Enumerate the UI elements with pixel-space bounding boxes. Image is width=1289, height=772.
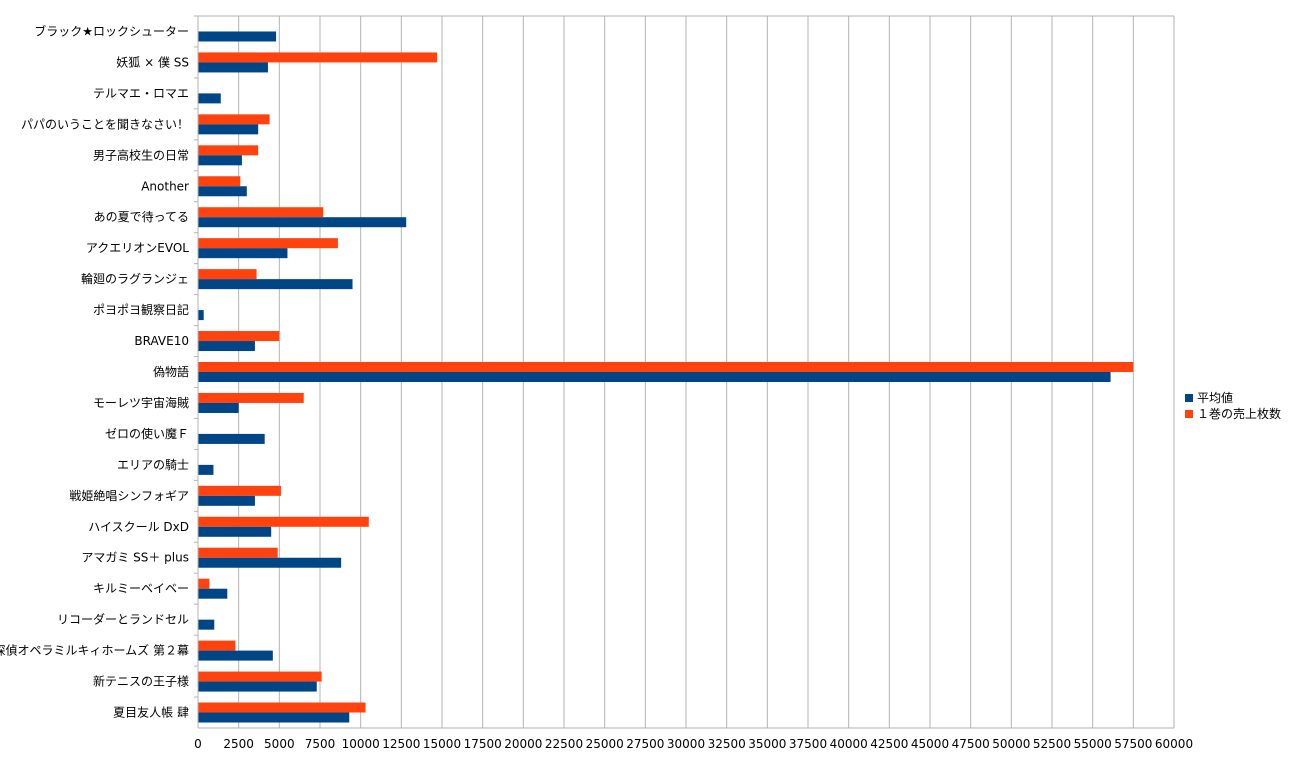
bar-average xyxy=(198,310,204,321)
bar-average xyxy=(198,650,273,661)
x-tick-label: 40000 xyxy=(830,737,868,751)
bar-sales-first-volume xyxy=(198,269,257,280)
x-tick-label: 0 xyxy=(194,737,202,751)
bar-sales-first-volume xyxy=(198,176,241,187)
category-label: 戦姫絶唱シンフォギア xyxy=(69,488,189,503)
bar-average xyxy=(198,464,214,475)
category-label: テルマエ・ロマエ xyxy=(93,86,189,100)
bar-average xyxy=(198,93,221,104)
bar-average xyxy=(198,124,259,135)
x-tick-label: 15000 xyxy=(423,737,461,751)
bars xyxy=(198,31,1134,723)
x-tick-label: 47500 xyxy=(952,737,990,751)
category-label: あの夏で待ってる xyxy=(94,210,189,224)
bar-sales-first-volume xyxy=(198,578,210,589)
x-tick-label: 45000 xyxy=(911,737,949,751)
bar-average xyxy=(198,31,277,42)
x-tick-label: 60000 xyxy=(1155,737,1193,751)
x-tick-label: 2500 xyxy=(223,737,254,751)
x-tick-label: 27500 xyxy=(626,737,664,751)
x-tick-label: 7500 xyxy=(305,737,336,751)
legend-swatch xyxy=(1185,394,1193,402)
bar-sales-first-volume xyxy=(198,331,280,342)
bar-average xyxy=(198,279,353,290)
category-label: パパのいうことを聞きなさい！ xyxy=(21,117,189,131)
bar-average xyxy=(198,681,317,692)
x-tick-label: 30000 xyxy=(667,737,705,751)
category-label: Another xyxy=(141,179,189,193)
category-label: 偽物語 xyxy=(153,364,189,379)
category-label: ゼロの使い魔Ｆ xyxy=(105,426,189,441)
axes xyxy=(194,15,1174,729)
category-label: リコーダーとランドセル xyxy=(57,612,189,627)
bar-average xyxy=(198,557,342,568)
legend-swatch xyxy=(1185,410,1193,418)
bar-sales-first-volume xyxy=(198,671,322,682)
x-tick-label: 35000 xyxy=(748,737,786,751)
category-label: 輪廻のラグランジェ xyxy=(81,271,189,286)
bar-average xyxy=(198,372,1111,382)
x-tick-label: 50000 xyxy=(992,737,1030,751)
x-tick-label: 10000 xyxy=(342,737,380,751)
category-label: ハイスクール DxD xyxy=(88,520,189,534)
category-label: 探偵オペラミルキィホームズ 第２幕 xyxy=(0,643,189,658)
category-label: 妖狐 × 僕 SS xyxy=(116,55,189,69)
bar-average xyxy=(198,402,239,413)
category-label: BRAVE10 xyxy=(134,334,189,348)
x-tick-label: 52500 xyxy=(1033,737,1071,751)
category-label: ポヨポヨ観察日記 xyxy=(93,302,189,317)
bar-average xyxy=(198,217,407,228)
bar-average xyxy=(198,248,288,259)
bar-sales-first-volume xyxy=(198,547,278,558)
bar-average xyxy=(198,712,350,723)
bar-sales-first-volume xyxy=(198,702,366,713)
bar-average xyxy=(198,155,242,166)
bar-average xyxy=(198,526,272,537)
legend-label: １巻の売上枚数 xyxy=(1197,406,1281,421)
x-tick-label: 22500 xyxy=(545,737,583,751)
x-tick-label: 12500 xyxy=(382,737,420,751)
bar-average xyxy=(198,433,265,444)
category-label: ブラック★ロックシューター xyxy=(34,23,189,38)
x-tick-label: 57500 xyxy=(1114,737,1152,751)
bar-average xyxy=(198,62,268,73)
x-tick-label: 25000 xyxy=(586,737,624,751)
bar-average xyxy=(198,495,255,506)
x-tick-label: 37500 xyxy=(789,737,827,751)
category-label: 新テニスの王子様 xyxy=(93,674,189,689)
bar-sales-first-volume xyxy=(198,145,259,156)
legend-label: 平均値 xyxy=(1197,390,1233,405)
category-label: 男子高校生の日常 xyxy=(93,147,189,162)
bar-average xyxy=(198,619,215,630)
bar-average xyxy=(198,186,247,197)
bar-sales-first-volume xyxy=(198,114,270,125)
bar-sales-first-volume xyxy=(198,485,281,496)
category-label: モーレツ宇宙海賊 xyxy=(93,395,189,410)
bar-sales-first-volume xyxy=(198,640,236,651)
bar-average xyxy=(198,341,255,352)
x-tick-label: 42500 xyxy=(870,737,908,751)
bar-sales-first-volume xyxy=(198,207,324,218)
bar-sales-first-volume xyxy=(198,392,304,403)
bar-sales-first-volume xyxy=(198,52,438,63)
x-tick-label: 17500 xyxy=(464,737,502,751)
category-label: アクエリオンEVOL xyxy=(86,241,189,255)
x-tick-label: 5000 xyxy=(264,737,295,751)
bar-sales-first-volume xyxy=(198,516,369,527)
category-label: 夏目友人帳 肆 xyxy=(113,706,189,720)
category-label: アマガミ SS＋ plus xyxy=(81,551,189,565)
bar-sales-first-volume xyxy=(198,362,1134,372)
category-label: エリアの騎士 xyxy=(117,458,189,472)
x-tick-label: 20000 xyxy=(504,737,542,751)
category-label: キルミーベイベー xyxy=(93,582,189,596)
bar-sales-first-volume xyxy=(198,238,338,249)
x-tick-label: 32500 xyxy=(708,737,746,751)
x-tick-label: 55000 xyxy=(1074,737,1112,751)
bar-average xyxy=(198,588,228,599)
x-tick-labels: 0 2500 5000 7500 10000 12500 15000 17500 20000 22… xyxy=(194,737,1193,751)
